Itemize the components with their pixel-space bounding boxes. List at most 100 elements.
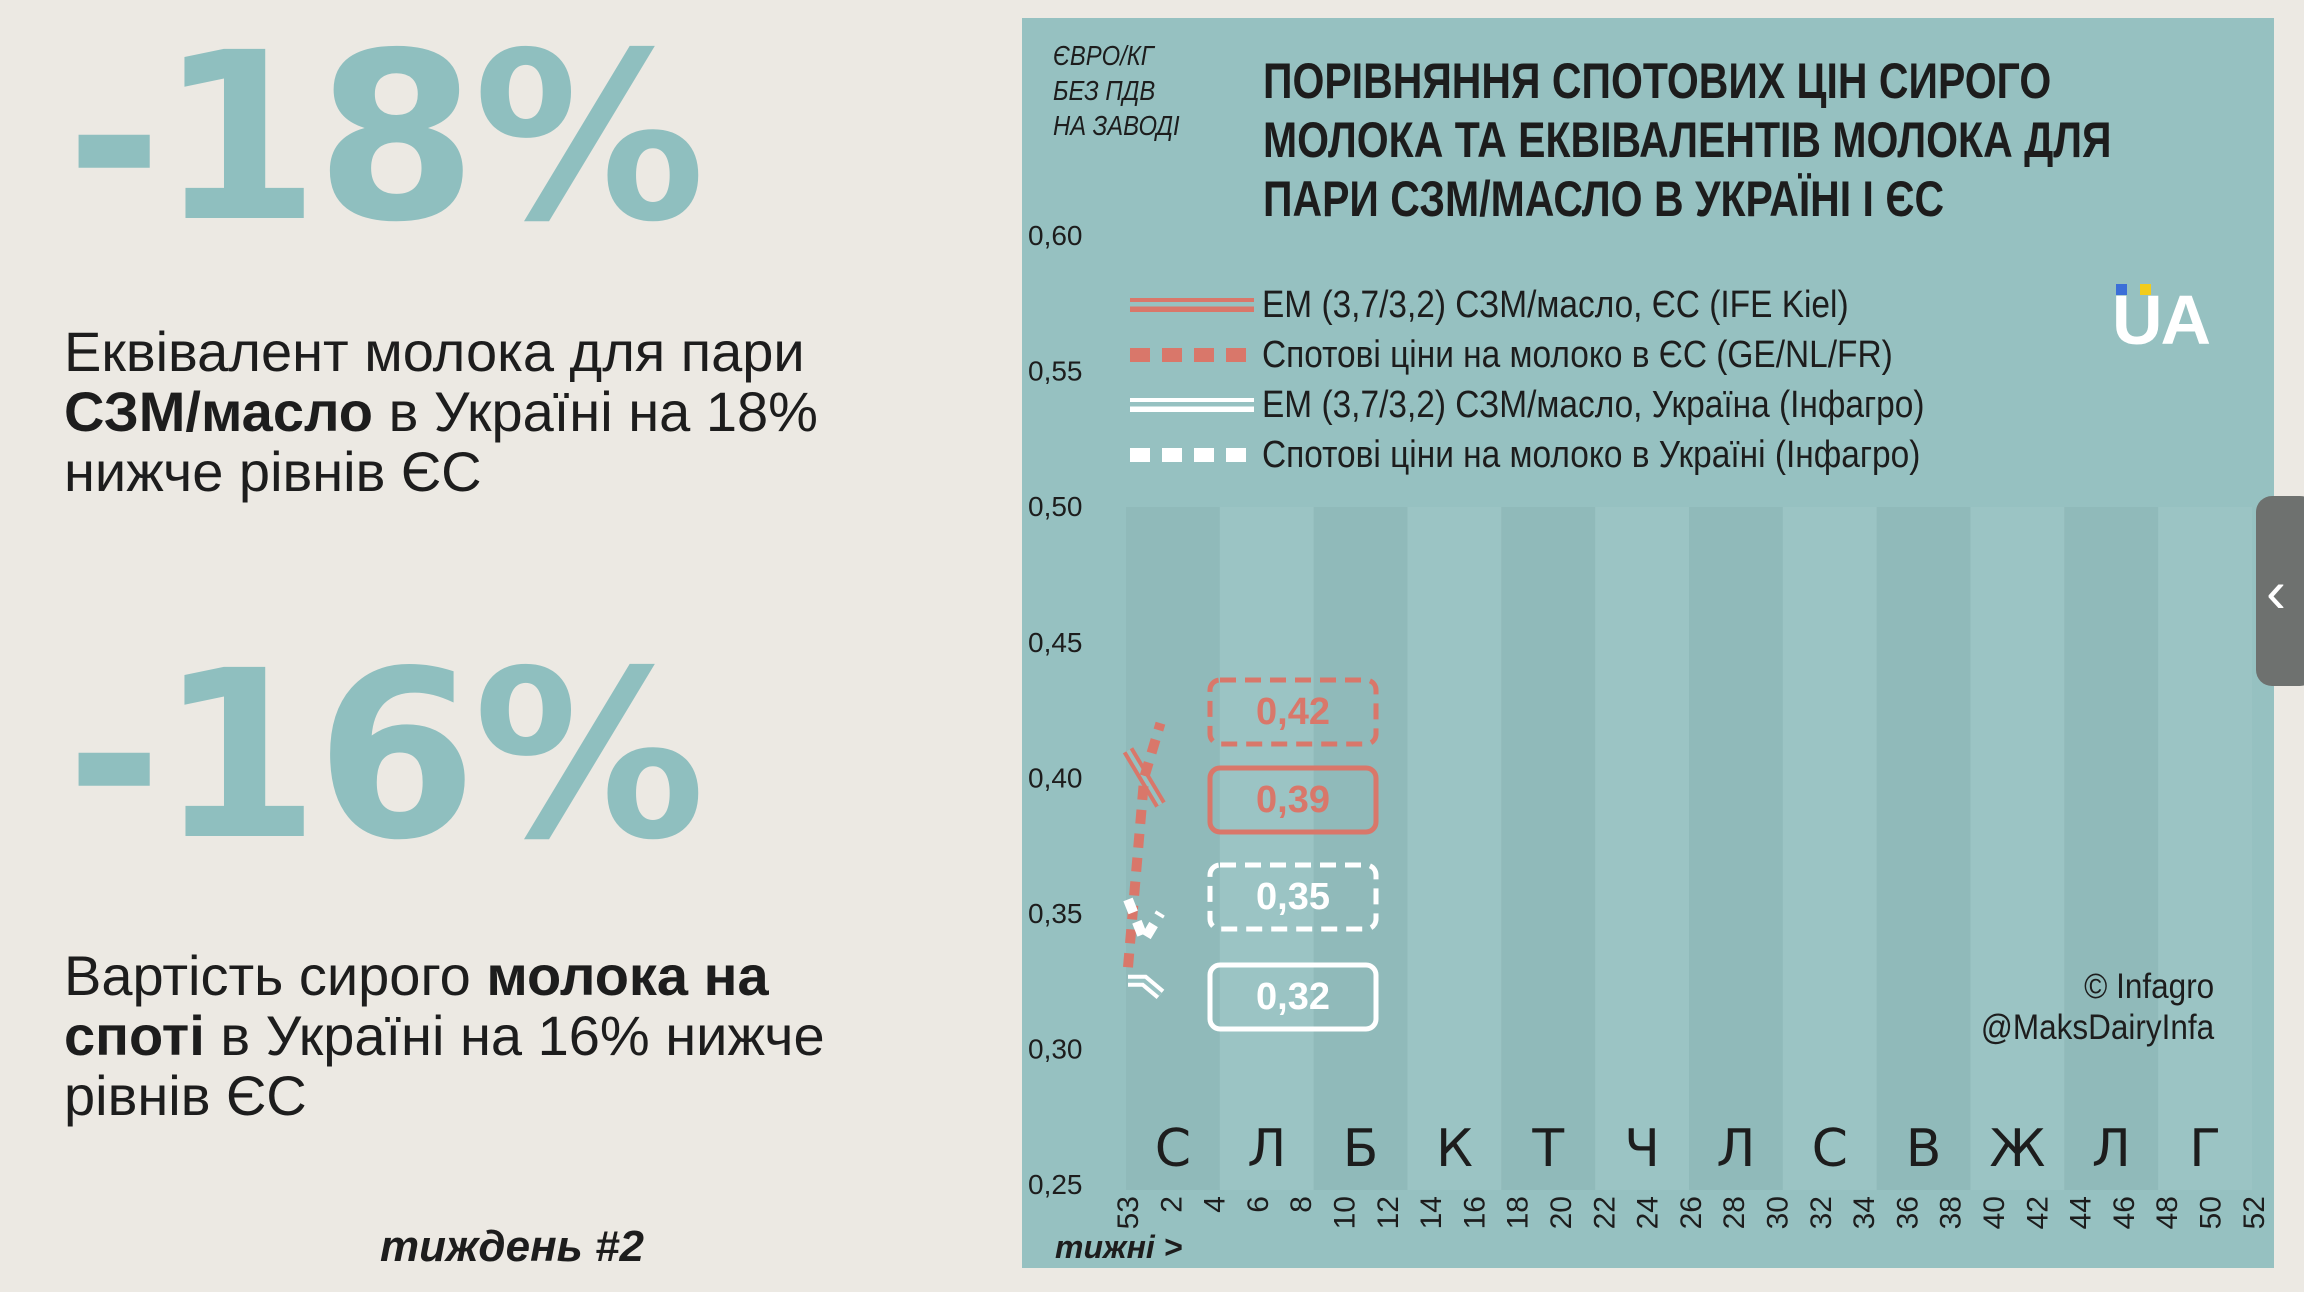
value-box xyxy=(1207,962,1379,1032)
text-bold: СЗМ/масло xyxy=(64,380,374,443)
week-tick-label: 52 xyxy=(2238,1196,2271,1229)
month-band xyxy=(1689,507,1783,1190)
week-tick-label: 4 xyxy=(1199,1196,1232,1213)
y-tick-label: 0,45 xyxy=(1028,627,1083,658)
month-label: В xyxy=(1906,1119,1942,1179)
text-part: Вартість сирого xyxy=(64,944,487,1007)
value-box xyxy=(1207,765,1379,835)
credit: © Infagro @MaksDairyInfa xyxy=(1981,966,2214,1048)
y-unit-label: ЄВРО/КГ БЕЗ ПДВ НА ЗАВОДІ xyxy=(1053,38,1180,143)
month-label: Л xyxy=(1247,1119,1286,1179)
week-label: тиждень #2 xyxy=(380,1222,644,1271)
legend-label: ЕМ (3,7/3,2) СЗМ/масло, ЄС (IFE Kiel) xyxy=(1262,283,1849,326)
week-tick-label: 2 xyxy=(1155,1196,1188,1213)
month-label: Б xyxy=(1343,1119,1379,1179)
week-tick-label: 18 xyxy=(1502,1196,1535,1229)
unit-line: БЕЗ ПДВ xyxy=(1053,75,1156,106)
month-label: Т xyxy=(1531,1119,1564,1179)
legend: ЕМ (3,7/3,2) СЗМ/масло, ЄС (IFE Kiel) Спо… xyxy=(1130,280,2015,480)
month-band xyxy=(1595,507,1689,1190)
month-label: С xyxy=(1812,1119,1848,1179)
series-line xyxy=(1123,721,1166,968)
side-panel-toggle[interactable]: ‹ xyxy=(2256,496,2304,686)
credit-handle: @MaksDairyInfa xyxy=(1980,1008,2214,1047)
legend-label: Спотові ціни на молоко в Україні (Інфагр… xyxy=(1262,433,1921,476)
month-band xyxy=(1314,507,1408,1190)
credit-infagro: © Infagro xyxy=(2083,967,2214,1006)
week-tick-label: 26 xyxy=(1675,1196,1708,1229)
y-tick-label: 0,40 xyxy=(1028,762,1083,793)
month-band xyxy=(1126,507,1220,1190)
week-tick-label: 10 xyxy=(1329,1196,1362,1229)
series-line-inner xyxy=(1126,749,1163,806)
month-label: Л xyxy=(2092,1119,2131,1179)
text-bold: молока на споті xyxy=(64,944,769,1067)
week-tick-label: 46 xyxy=(2108,1196,2141,1229)
value-box xyxy=(1207,677,1379,747)
week-tick-label: 22 xyxy=(1588,1196,1621,1229)
y-tick-label: 0,30 xyxy=(1028,1034,1083,1065)
value-box xyxy=(1207,862,1379,932)
y-tick-label: 0,25 xyxy=(1028,1169,1083,1200)
week-tick-label: 16 xyxy=(1458,1196,1491,1229)
month-label: Г xyxy=(2189,1119,2221,1179)
month-band xyxy=(2064,507,2158,1190)
y-tick-label: 0,35 xyxy=(1028,898,1083,929)
chevron-left-icon: ‹ xyxy=(2266,557,2286,625)
y-tick-label: 0,50 xyxy=(1028,491,1083,522)
legend-swatch xyxy=(1130,298,1254,312)
month-label: К xyxy=(1436,1119,1473,1179)
value-label: 0,42 xyxy=(1256,691,1330,733)
text-part: в Україні на 16% нижче рівнів ЄС xyxy=(64,1004,825,1127)
week-tick-label: 48 xyxy=(2151,1196,2184,1229)
week-tick-label: 6 xyxy=(1242,1196,1275,1213)
legend-item: Спотові ціни на молоко в Україні (Інфагр… xyxy=(1130,430,2015,480)
week-tick-label: 12 xyxy=(1372,1196,1405,1229)
month-label: Ч xyxy=(1624,1119,1660,1179)
legend-swatch xyxy=(1130,348,1254,362)
legend-item: ЕМ (3,7/3,2) СЗМ/масло, ЄС (IFE Kiel) xyxy=(1130,280,2015,330)
week-tick-label: 14 xyxy=(1415,1196,1448,1229)
stat-spot-gap: -16% xyxy=(66,621,706,891)
series-line-inner xyxy=(1128,978,1162,996)
week-tick-label: 53 xyxy=(1112,1196,1145,1229)
title-line: ПОРІВНЯННЯ СПОТОВИХ ЦІН СИРОГО xyxy=(1263,53,2052,109)
value-label: 0,35 xyxy=(1256,876,1330,918)
month-band xyxy=(1219,507,1314,1190)
week-tick-label: 44 xyxy=(2065,1196,2098,1229)
value-label: 0,32 xyxy=(1256,976,1330,1018)
stat-text-2: Вартість сирого молока на споті в Україн… xyxy=(64,946,924,1126)
week-tick-label: 20 xyxy=(1545,1196,1578,1229)
week-tick-label: 36 xyxy=(1891,1196,1924,1229)
value-label: 0,39 xyxy=(1256,779,1330,821)
week-tick-label: 34 xyxy=(1848,1196,1881,1229)
stat-eu-equivalent-gap: -18% xyxy=(66,3,706,273)
legend-item: ЕМ (3,7/3,2) СЗМ/масло, Україна (Інфагро… xyxy=(1130,380,2015,430)
week-tick-label: 8 xyxy=(1285,1196,1318,1213)
week-tick-label: 40 xyxy=(1978,1196,2011,1229)
stat-text-1: Еквівалент молока для пари СЗМ/масло в У… xyxy=(64,322,924,502)
title-line: ПАРИ СЗМ/МАСЛО В УКРАЇНІ І ЄС xyxy=(1263,171,1945,227)
ua-logo: UA xyxy=(2112,280,2211,360)
month-band xyxy=(1407,507,1502,1190)
week-tick-label: 28 xyxy=(1718,1196,1751,1229)
month-label: Ж xyxy=(1989,1119,2045,1179)
week-tick-label: 24 xyxy=(1632,1196,1665,1229)
legend-swatch xyxy=(1130,398,1254,412)
legend-label: Спотові ціни на молоко в ЄС (GE/NL/FR) xyxy=(1262,333,1893,376)
x-axis-label: тижні > xyxy=(1055,1229,1182,1265)
week-tick-label: 50 xyxy=(2195,1196,2228,1229)
month-label: С xyxy=(1155,1119,1191,1179)
chart-panel xyxy=(1022,18,2274,1268)
y-tick-label: 0,60 xyxy=(1028,220,1083,251)
week-tick-label: 38 xyxy=(1935,1196,1968,1229)
chart-title: ПОРІВНЯННЯ СПОТОВИХ ЦІН СИРОГО МОЛОКА ТА… xyxy=(1263,52,2112,229)
logo-text: UA xyxy=(2112,281,2211,359)
week-tick-label: 30 xyxy=(1762,1196,1795,1229)
week-tick-label: 32 xyxy=(1805,1196,1838,1229)
title-line: МОЛОКА ТА ЕКВІВАЛЕНТІВ МОЛОКА ДЛЯ xyxy=(1263,112,2112,168)
month-label: Л xyxy=(1716,1119,1755,1179)
unit-line: ЄВРО/КГ xyxy=(1053,40,1154,71)
month-band xyxy=(2158,507,2252,1190)
